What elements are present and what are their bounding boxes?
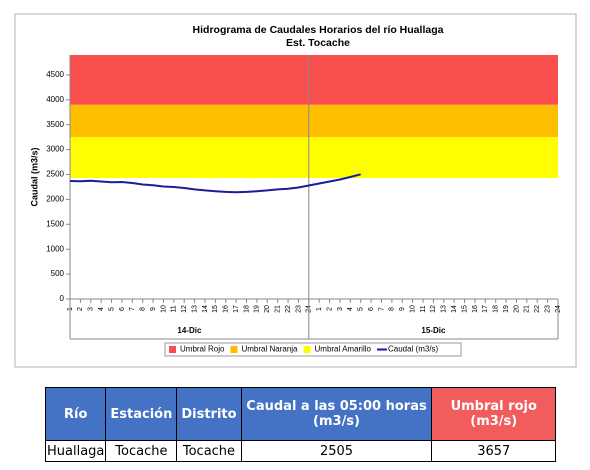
x-tick-label: 19 xyxy=(254,305,261,313)
legend-label: Caudal (m3/s) xyxy=(388,345,439,354)
x-tick-label: 10 xyxy=(160,305,167,313)
x-tick-label: 18 xyxy=(493,305,500,313)
chart: Hidrograma de Caudales Horarios del río … xyxy=(14,13,577,368)
x-tick-label: 6 xyxy=(368,307,375,311)
series-line xyxy=(69,173,361,194)
table-cell: Tocache xyxy=(105,440,178,462)
y-tick-label: 4000 xyxy=(46,95,64,104)
x-tick-label: 8 xyxy=(389,307,396,311)
x-tick-label: 10 xyxy=(409,305,416,313)
y-tick-label: 3000 xyxy=(46,145,64,154)
x-tick-label: 6 xyxy=(119,307,126,311)
x-tick-label: 17 xyxy=(233,305,240,313)
x-tick-label: 15 xyxy=(212,305,219,313)
y-tick-label: 3500 xyxy=(46,120,64,129)
x-tick-label: 5 xyxy=(108,307,115,311)
x-tick-label: 1 xyxy=(316,307,323,311)
x-tick-label: 12 xyxy=(430,305,437,313)
x-tick-label: 11 xyxy=(171,305,178,312)
x-tick-label: 22 xyxy=(285,305,292,313)
x-tick-label: 2 xyxy=(77,307,84,311)
legend-frame xyxy=(164,342,462,357)
x-tick-label: 21 xyxy=(524,305,531,313)
legend-label: Umbral Amarillo xyxy=(315,345,372,354)
x-tick-label: 20 xyxy=(513,305,520,313)
threshold-band xyxy=(70,55,558,105)
y-tick-label: 2500 xyxy=(46,170,64,179)
y-tick-label: 2000 xyxy=(46,195,64,204)
x-tick-label: 7 xyxy=(378,307,385,311)
x-tick-label: 19 xyxy=(503,305,510,313)
table-cell: 2505 xyxy=(240,440,433,462)
x-tick-label: 4 xyxy=(347,307,354,311)
x-tick-label: 13 xyxy=(191,305,198,313)
x-tick-label: 17 xyxy=(482,305,489,313)
legend-label: Umbral Rojo xyxy=(180,345,225,354)
x-tick-label: 9 xyxy=(150,307,157,311)
legend-swatch xyxy=(230,346,238,353)
x-tick-label: 23 xyxy=(295,305,302,313)
threshold-band xyxy=(70,104,558,138)
table-header: Caudal a las 05:00 horas (m3/s) xyxy=(240,387,433,441)
chart-title: Hidrograma de Caudales Horarios del río … xyxy=(193,24,444,36)
table-cell: 3657 xyxy=(431,440,556,462)
x-tick-label: 3 xyxy=(337,307,344,311)
x-tick-label: 8 xyxy=(140,307,147,311)
threshold-band xyxy=(70,137,558,178)
day-label: 15-Dic xyxy=(421,326,446,335)
table-cell: Tocache xyxy=(176,440,242,462)
y-tick-label: 4500 xyxy=(46,70,64,79)
table: Río Estación Distrito Caudal a las 05:00… xyxy=(44,387,556,462)
day-label: 14-Dic xyxy=(177,326,202,335)
x-tick-label: 16 xyxy=(223,305,230,313)
x-tick-label: 21 xyxy=(275,305,282,313)
x-tick-label: 20 xyxy=(264,305,271,313)
y-tick-label: 1000 xyxy=(46,244,64,253)
x-tick-label: 9 xyxy=(399,307,406,311)
table-header: Distrito xyxy=(176,387,242,441)
x-tick-label: 7 xyxy=(129,307,136,311)
y-tick-label: 500 xyxy=(51,269,65,278)
x-tick-label: 12 xyxy=(181,305,188,313)
x-tick-label: 4 xyxy=(98,307,105,311)
y-tick-label: 1500 xyxy=(46,219,64,228)
x-tick-label: 15 xyxy=(461,305,468,313)
y-axis-title: Caudal (m3/s) xyxy=(29,147,39,206)
x-tick-label: 11 xyxy=(420,305,427,312)
table-header: Río xyxy=(44,387,107,441)
x-tick-label: 13 xyxy=(441,305,448,313)
legend-label: Umbral Naranja xyxy=(241,345,298,354)
chart-subtitle: Est. Tocache xyxy=(286,37,350,49)
x-tick-label: 22 xyxy=(534,305,541,313)
table-header: Umbral rojo (m3/s) xyxy=(431,387,556,441)
x-tick-label: 5 xyxy=(358,307,365,311)
legend-swatch xyxy=(303,346,311,353)
x-tick-label: 14 xyxy=(451,305,458,313)
x-tick-label: 23 xyxy=(544,305,551,313)
x-tick-label: 14 xyxy=(202,305,209,313)
table-cell: Huallaga xyxy=(44,440,107,462)
legend-swatch xyxy=(169,346,176,353)
x-tick-label: 16 xyxy=(472,305,479,313)
table-header: Estación xyxy=(105,387,178,441)
y-tick-label: 0 xyxy=(60,294,65,303)
x-tick-label: 18 xyxy=(243,305,250,313)
x-tick-label: 3 xyxy=(88,307,95,311)
x-tick-label: 2 xyxy=(326,307,333,311)
